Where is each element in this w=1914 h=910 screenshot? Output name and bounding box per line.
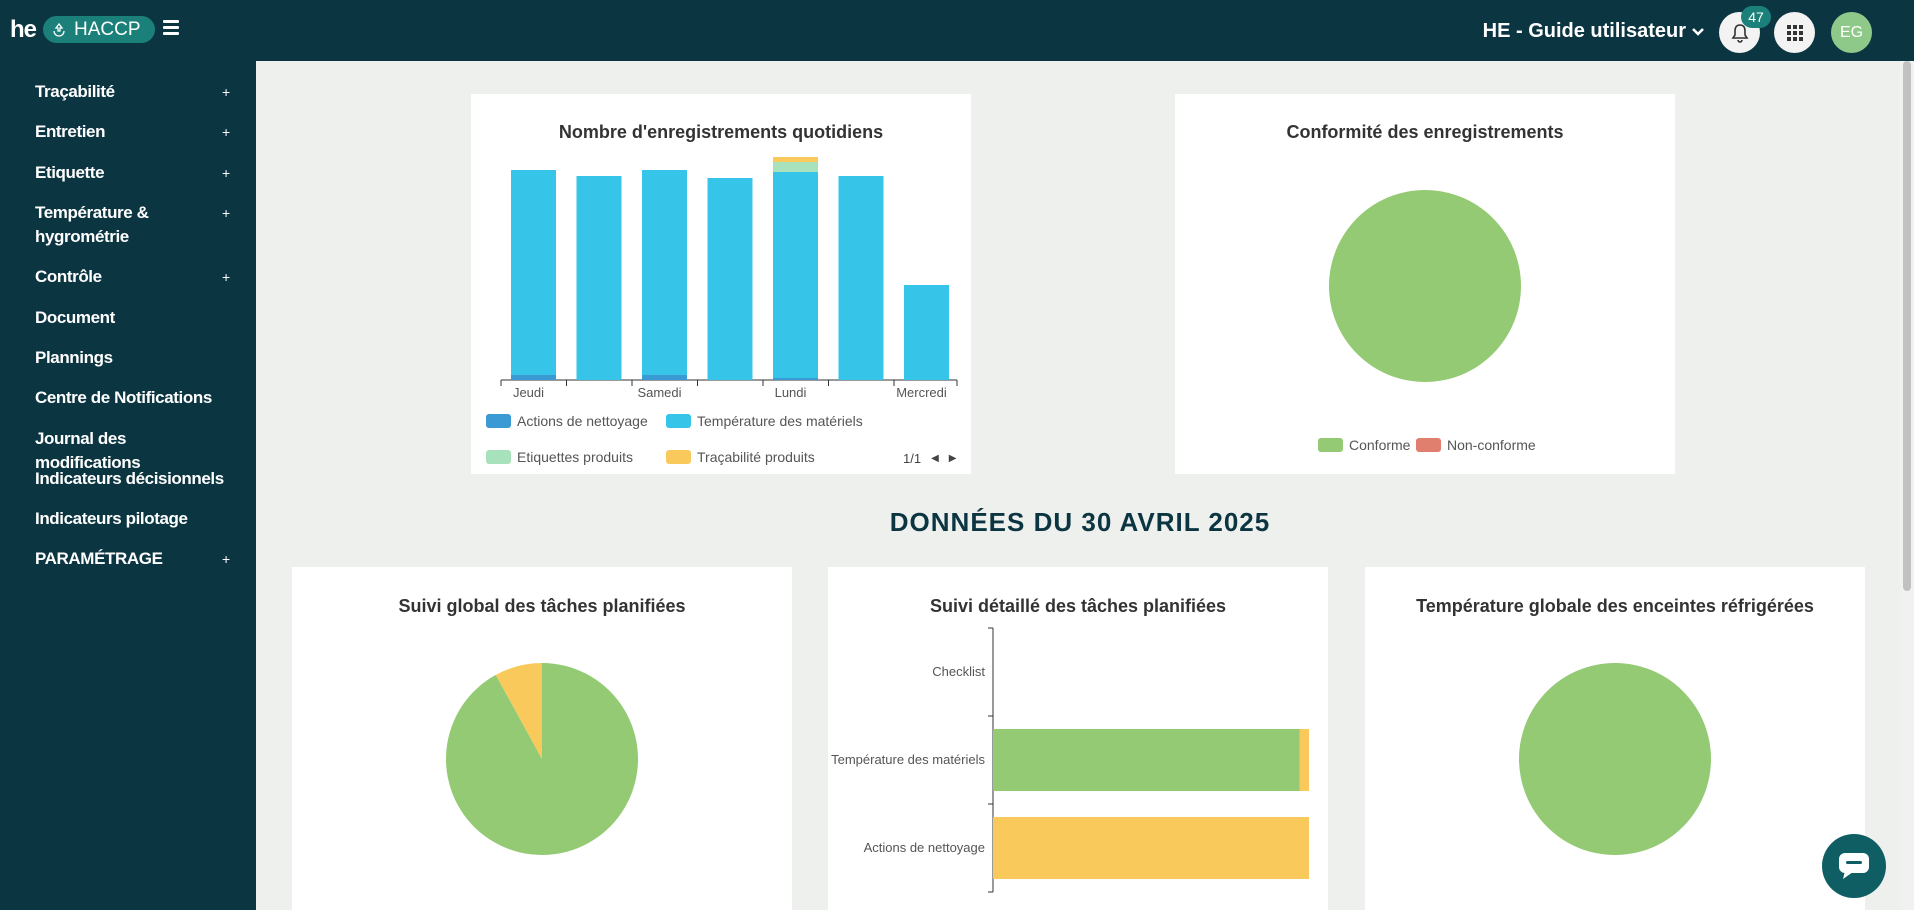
top-bar: he HACCP HE - Guide utilisateur 47 EG [0,0,1914,61]
bar-segment [904,285,949,380]
bar-segment [707,178,753,380]
logo-he[interactable]: he [10,16,37,43]
legend-label: Actions de nettoyage [517,413,648,429]
sidebar-item-indicateurs-pilotage[interactable]: Indicateurs pilotage [35,509,188,528]
legend-swatch [1318,438,1343,452]
y-tick-label: Température des matériels [831,752,985,767]
bar-segment [1299,729,1309,791]
sidebar-item-notifications[interactable]: Centre de Notifications [35,388,212,407]
global-tasks-card: Suivi global des tâches planifiées [292,567,792,910]
chart-title: Suivi détaillé des tâches planifiées [929,596,1227,616]
global-tasks-pie [446,663,638,855]
legend-label: Non-conforme [1447,437,1536,453]
pie-slice [1329,190,1521,382]
sidebar-item-parametrage[interactable]: PARAMÉTRAGE [35,549,163,568]
chevron-down-icon [1692,27,1704,36]
chart-title: Température globale des enceintes réfrig… [1416,596,1814,616]
daily-records-chart: Jeudi Samedi Lundi Mercredi [500,157,958,400]
legend-swatch [1416,438,1441,452]
detailed-tasks-card: Suivi détaillé des tâches planifiées Che… [828,567,1328,910]
bell-icon [1731,23,1748,43]
legend-page: 1/1 [903,451,922,466]
bar-segment [642,375,687,380]
scrollbar-thumb[interactable] [1903,61,1911,591]
sidebar-item-tracabilite[interactable]: Traçabilité [35,82,115,101]
account-dropdown[interactable]: HE - Guide utilisateur [1483,20,1704,43]
legend-item[interactable]: Non-conforme [1416,437,1536,453]
legend-pager: 1/1 ◀ ▶ [903,451,956,466]
sidebar: Traçabilité + Entretien + Etiquette + Te… [0,61,256,910]
sidebar-item-document[interactable]: Document [35,308,115,327]
chat-icon [1839,853,1869,879]
notifications-badge[interactable]: 47 [1741,6,1771,28]
legend-item[interactable]: Température des matériels [666,413,863,429]
apps-button[interactable] [1774,12,1815,53]
legend-swatch [666,450,691,464]
legend-item[interactable]: Actions de nettoyage [486,413,648,429]
x-tick-label: Lundi [775,385,807,400]
bar-segment [511,375,556,380]
bar-segment [773,378,818,380]
sidebar-item-controle[interactable]: Contrôle [35,267,102,286]
bar-segment [511,170,556,375]
legend-label: Température des matériels [697,413,863,429]
legend-item[interactable]: Traçabilité produits [666,449,815,465]
section-title: DONNÉES DU 30 AVRIL 2025 [889,507,1271,537]
expand-icon[interactable]: + [222,124,231,140]
next-page-icon[interactable]: ▶ [948,453,957,464]
expand-icon[interactable]: + [222,165,231,181]
legend-label: Traçabilité produits [697,449,815,465]
x-tick-label: Mercredi [896,385,947,400]
bar-segment [773,157,818,162]
app-name: HACCP [74,19,141,40]
menu-toggle-icon[interactable] [163,20,179,36]
legend-swatch [486,450,511,464]
daily-records-card: Nombre d'enregistrements quotidiens Jeud… [471,94,971,474]
expand-icon[interactable]: + [222,205,231,221]
legend-item[interactable]: Etiquettes produits [486,449,633,465]
pie-slice [1519,663,1711,855]
recycle-icon [53,22,65,37]
account-name: HE - Guide utilisateur [1482,20,1686,42]
sidebar-item-etiquette[interactable]: Etiquette [35,163,105,182]
x-tick-label: Samedi [637,385,681,400]
sidebar-item-entretien[interactable]: Entretien [35,122,106,141]
sidebar-item-journal[interactable]: Journal des modifications [35,429,141,472]
app-logo[interactable]: HACCP [43,16,155,43]
legend-item[interactable]: Conforme [1318,437,1410,453]
expand-icon[interactable]: + [222,84,231,100]
fridge-temperature-card: Température globale des enceintes réfrig… [1365,567,1865,910]
bar-segment [993,729,1300,791]
bar-segment [576,176,622,380]
pie-slice [495,663,542,759]
legend-swatch [486,414,511,428]
sidebar-item-indicateurs-decisionnels[interactable]: Indicateurs décisionnels [35,469,224,488]
chat-button[interactable] [1822,834,1886,898]
bar-segment [642,170,687,375]
detailed-tasks-chart: Checklist Température des matériels Action… [831,627,1309,893]
legend-swatch [666,414,691,428]
bar-segment [773,162,818,172]
avatar[interactable]: EG [1831,12,1872,53]
fridge-temperature-pie [1519,663,1711,855]
bar-segment [993,817,1309,879]
prev-page-icon[interactable]: ◀ [931,453,939,464]
chart-title: Nombre d'enregistrements quotidiens [558,122,884,142]
bar-segment [773,172,818,378]
bar-segment [838,176,884,380]
x-tick-label: Jeudi [513,385,544,400]
expand-icon[interactable]: + [222,269,231,285]
chart-title: Suivi global des tâches planifiées [398,596,686,616]
sidebar-item-plannings[interactable]: Plannings [35,348,113,367]
y-tick-label: Actions de nettoyage [864,840,985,855]
sidebar-item-temperature[interactable]: Température & hygrométrie [35,203,149,246]
y-tick-label: Checklist [932,664,985,679]
compliance-card: Conformité des enregistrements Conforme … [1175,94,1675,474]
grid-icon [1786,24,1803,41]
chart-title: Conformité des enregistrements [1286,122,1564,142]
legend-label: Conforme [1349,437,1411,453]
compliance-pie [1329,190,1521,382]
expand-icon[interactable]: + [222,551,231,567]
legend-label: Etiquettes produits [517,449,633,465]
